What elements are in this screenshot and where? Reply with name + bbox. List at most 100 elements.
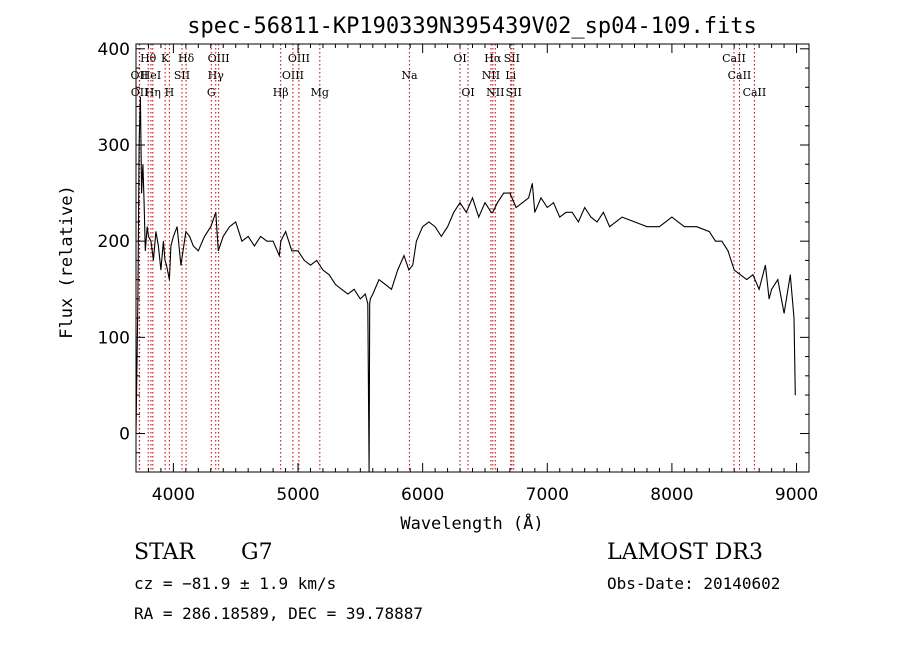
chart-title: spec-56811-KP190339N395439V02_sp04-109.f… [187,14,757,39]
data-point [490,211,492,213]
data-point [715,240,716,242]
line-marker-label: Hα [484,52,502,65]
y-tick-label: 300 [98,136,130,156]
data-point [440,235,442,237]
data-point [721,240,723,242]
data-point [559,216,561,218]
data-point [472,197,473,199]
line-marker-label: H [165,86,175,99]
data-point [733,269,735,271]
data-point [260,235,262,237]
data-point [372,293,374,295]
data-point [150,240,152,242]
data-point [169,279,170,281]
coordinates: RA = 286.18589, DEC = 39.78887 [134,604,423,623]
data-point [403,255,405,256]
data-point [172,235,174,237]
line-marker-label: Hδ [178,52,195,65]
line-marker-label: G [207,86,216,99]
data-point [646,226,648,228]
data-point [272,240,274,242]
line-marker-label: K [161,52,170,65]
data-point [235,221,237,223]
data-point [553,202,554,204]
obs-date: Obs-Date: 20140602 [607,574,781,593]
data-point [789,274,791,276]
line-marker-label: OIII [208,52,230,65]
data-point [478,216,480,218]
line-marker-label: SII [174,69,190,82]
data-point [397,269,399,271]
data-point [139,96,141,98]
line-marker-label: OII [131,69,149,82]
data-point [708,231,710,232]
line-marker-label: OI [453,52,466,65]
redshift-cz: cz = −81.9 ± 1.9 km/s [134,574,337,593]
line-marker-label: Hβ [273,86,289,99]
data-point [484,202,486,204]
x-tick-label: 8000 [650,485,693,505]
data-point [253,245,255,247]
data-point [578,221,579,223]
data-point [142,163,144,165]
data-point [671,216,673,218]
data-point [408,269,410,271]
data-point [515,207,517,208]
data-point [144,250,146,252]
line-marker-label: OIII [288,52,310,65]
line-marker-label: NII [486,86,504,99]
line-marker-label: CaII [743,86,767,99]
data-point [364,293,366,295]
data-point [192,245,194,247]
data-point [459,202,461,204]
data-point [158,245,159,247]
data-point [160,269,162,271]
data-point [794,394,796,396]
data-point [303,260,305,261]
y-tick-label: 100 [98,328,130,348]
data-point [447,226,448,228]
y-tick-label: 200 [98,232,130,252]
y-axis-label: Flux (relative) [57,185,77,339]
data-point [521,202,523,204]
y-tick-label: 0 [119,425,130,445]
data-point [210,226,212,228]
line-marker-label: CaII [722,52,746,65]
data-point [297,250,299,252]
data-point [746,279,748,281]
line-marker-label: SII [504,52,520,65]
x-tick-label: 6000 [401,485,444,505]
data-point [367,303,369,305]
data-point [528,197,529,199]
data-point [492,211,494,213]
line-marker-label: OI [461,86,474,99]
data-point [155,231,157,232]
data-point [359,298,361,300]
line-marker-label: CaII [728,69,752,82]
data-point [777,279,779,281]
data-point [217,250,219,252]
data-point [497,202,498,204]
data-point [740,274,741,276]
x-axis: 4000 5000 6000 7000 8000 9000 [135,44,818,505]
object-class: STAR [134,540,195,565]
x-tick-label: 7000 [526,485,569,505]
data-point [266,240,268,242]
x-tick-label: 9000 [775,485,818,505]
data-point [369,298,371,300]
data-point [758,288,760,290]
data-point [185,231,187,232]
data-point [353,288,355,290]
data-point [164,260,166,261]
data-point [322,269,324,271]
data-point [341,288,343,290]
x-tick-label: 4000 [152,485,195,505]
line-marker-label: Hθ [140,52,157,65]
data-point [153,260,154,261]
data-point [571,211,573,213]
data-point [434,226,436,228]
line-marker-label: Mg [311,86,329,99]
data-point [278,255,280,256]
data-point [189,235,190,237]
data-point [540,197,542,199]
